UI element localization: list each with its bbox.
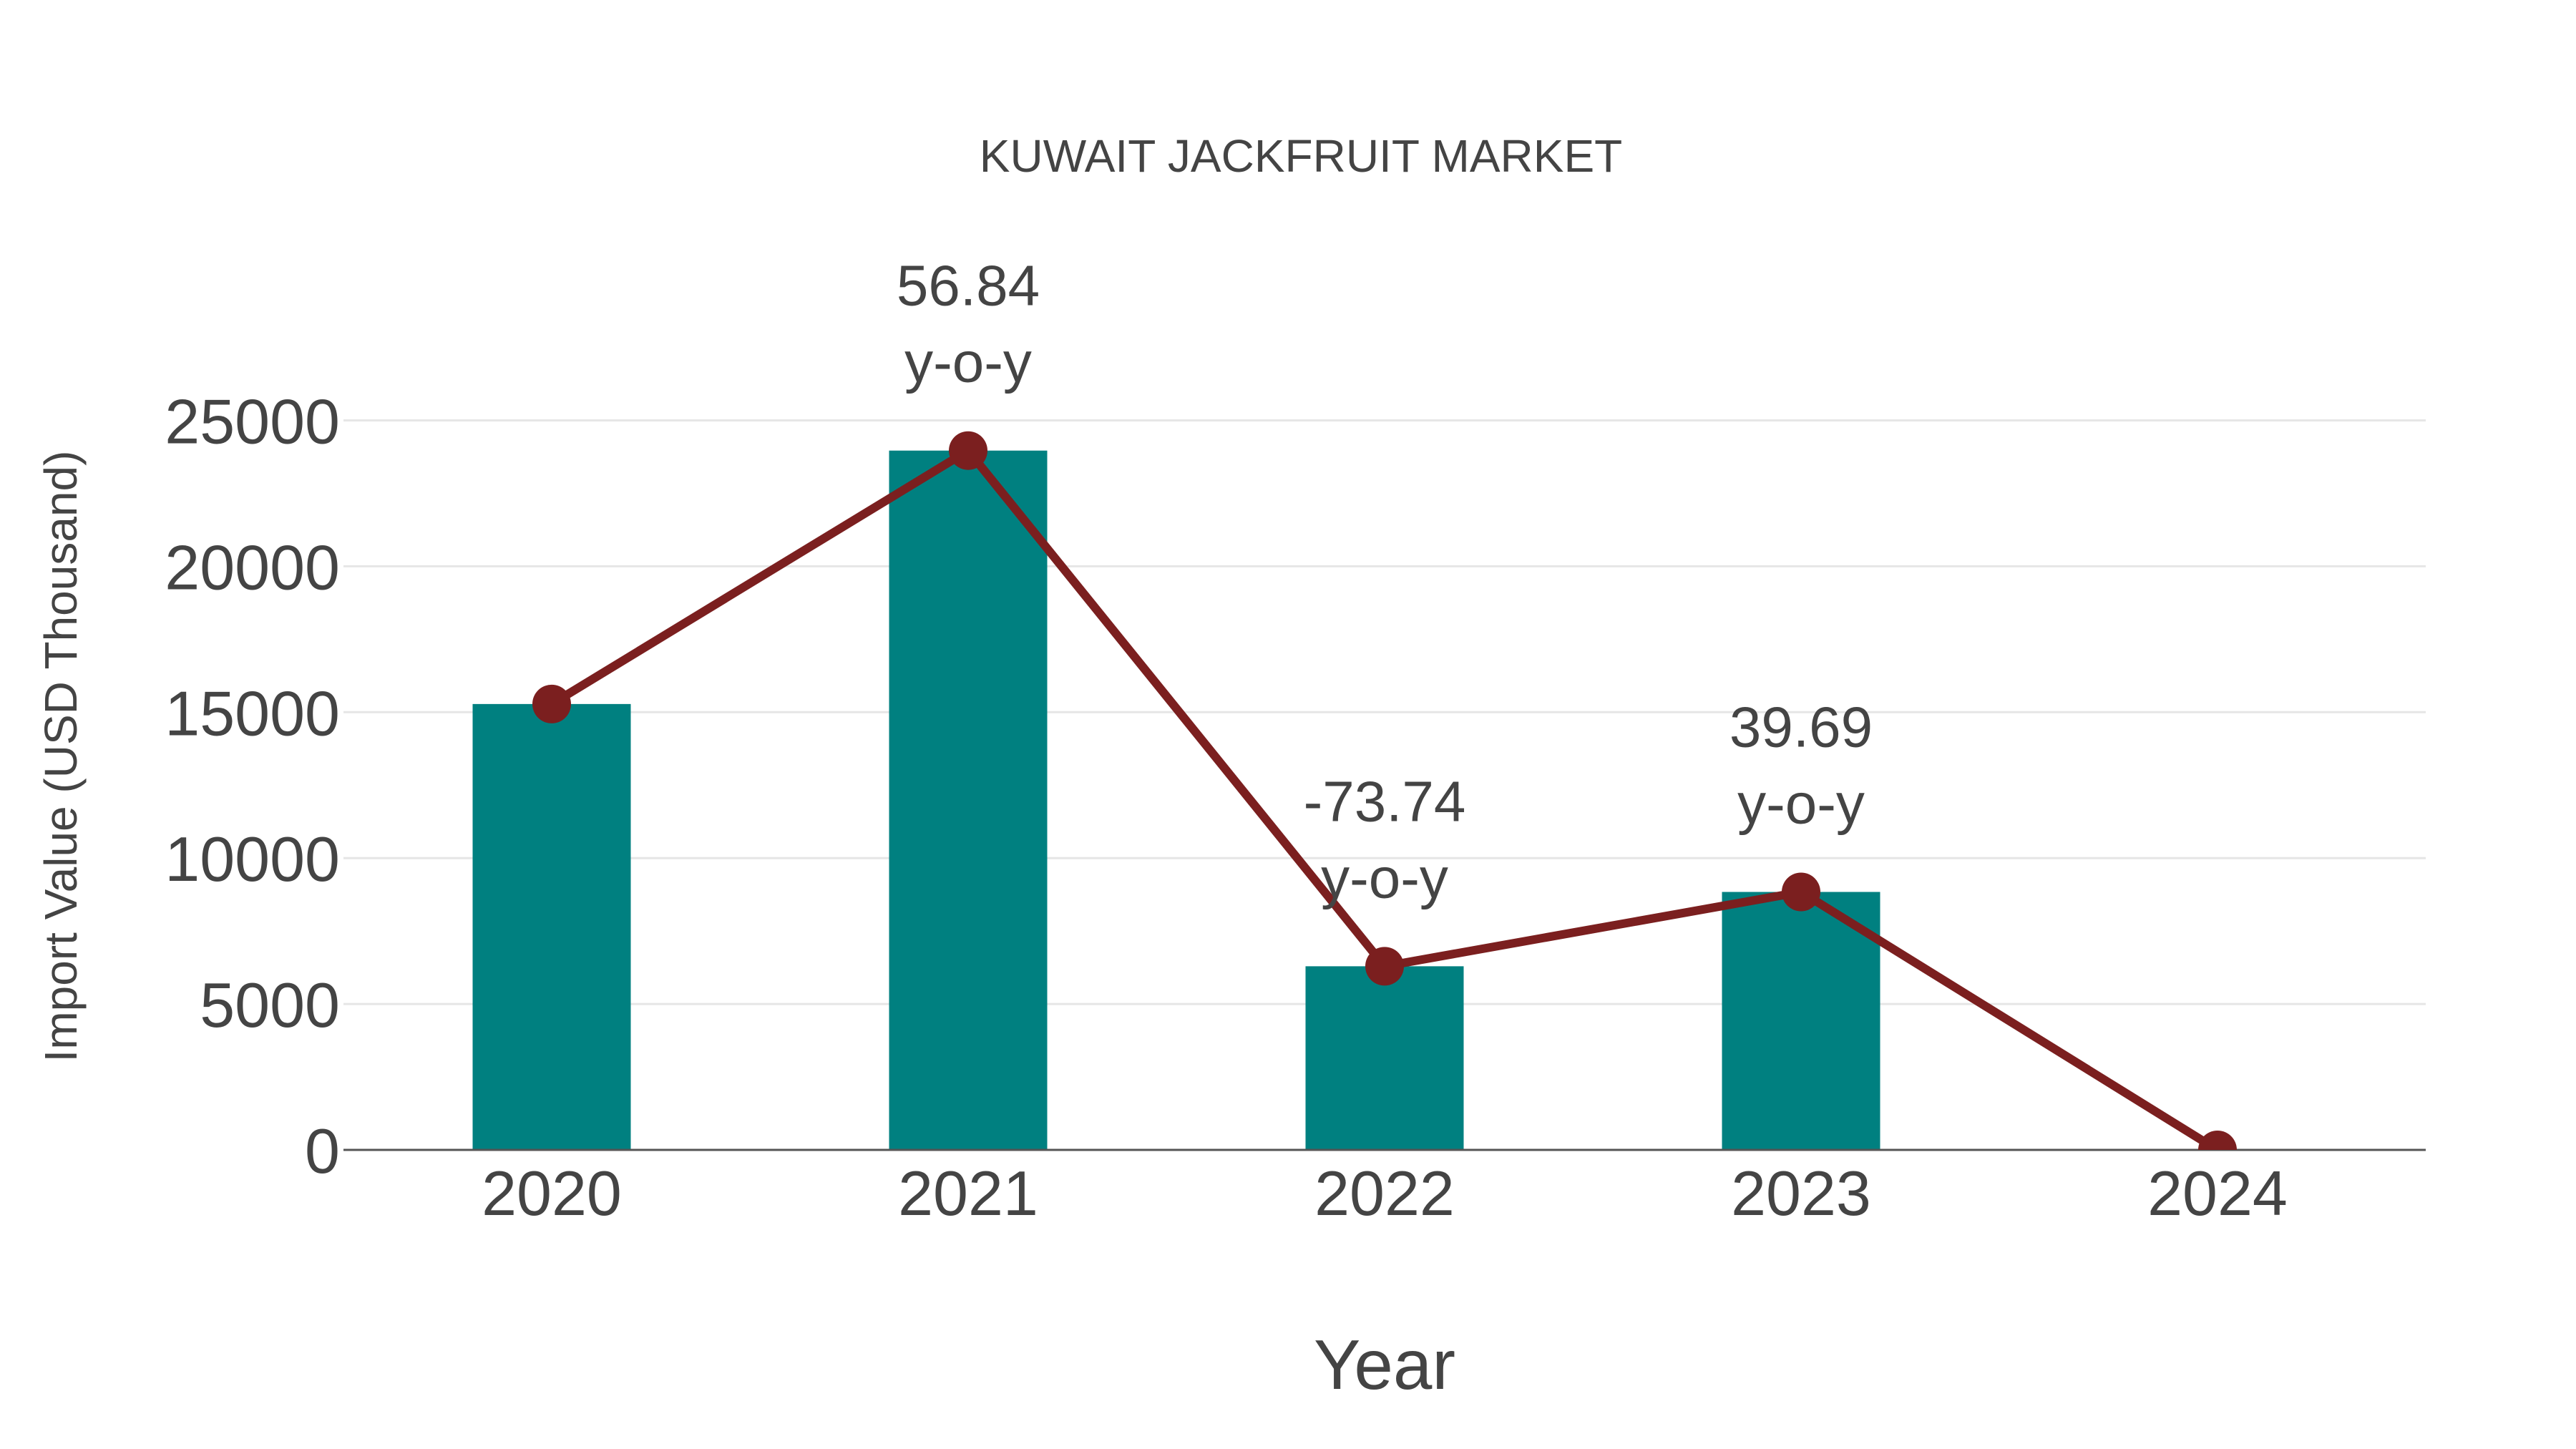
y-tick-label: 5000 bbox=[200, 970, 340, 1040]
y-tick-label: 10000 bbox=[165, 824, 340, 894]
chart-title: KUWAIT JACKFRUIT MARKET bbox=[980, 130, 1622, 182]
y-tick-label: 0 bbox=[305, 1116, 340, 1186]
yoy-suffix: y-o-y bbox=[1321, 846, 1448, 909]
yoy-suffix: y-o-y bbox=[1737, 772, 1865, 836]
y-tick-label: 25000 bbox=[165, 386, 340, 457]
yoy-suffix: y-o-y bbox=[904, 331, 1032, 394]
data-point-2022 bbox=[1365, 947, 1404, 986]
yoy-value: 39.69 bbox=[1729, 696, 1873, 759]
bar-2022 bbox=[1305, 966, 1464, 1150]
x-axis-ticks: 2020 2021 2022 2023 2024 bbox=[482, 1158, 2288, 1229]
line-series bbox=[532, 431, 2237, 1150]
x-tick-label: 2021 bbox=[898, 1158, 1038, 1229]
x-tick-label: 2024 bbox=[2147, 1158, 2288, 1229]
data-point-2021 bbox=[949, 431, 987, 470]
data-point-2020 bbox=[532, 684, 571, 723]
x-axis-title: Year bbox=[1314, 1325, 1455, 1404]
bar-2023 bbox=[1722, 892, 1880, 1150]
yoy-annotations: 56.84 y-o-y -73.74 y-o-y 39.69 y-o-y bbox=[897, 254, 1873, 910]
data-point-2023 bbox=[1782, 872, 1820, 912]
bar-2020 bbox=[472, 703, 631, 1150]
yoy-value: 56.84 bbox=[897, 254, 1040, 318]
gridlines bbox=[343, 419, 2426, 1005]
y-tick-label: 15000 bbox=[165, 678, 340, 748]
x-tick-label: 2023 bbox=[1731, 1158, 1871, 1229]
bar-2021 bbox=[889, 450, 1048, 1150]
bar-series bbox=[472, 450, 1880, 1150]
y-tick-label: 20000 bbox=[165, 532, 340, 602]
y-axis-title: Import Value (USD Thousand) bbox=[35, 451, 87, 1063]
yoy-value: -73.74 bbox=[1304, 769, 1466, 833]
x-tick-label: 2020 bbox=[482, 1158, 622, 1229]
x-tick-label: 2022 bbox=[1314, 1158, 1455, 1229]
data-point-2024 bbox=[2198, 1131, 2237, 1150]
y-axis-ticks: 0 5000 10000 15000 20000 25000 bbox=[165, 386, 340, 1187]
